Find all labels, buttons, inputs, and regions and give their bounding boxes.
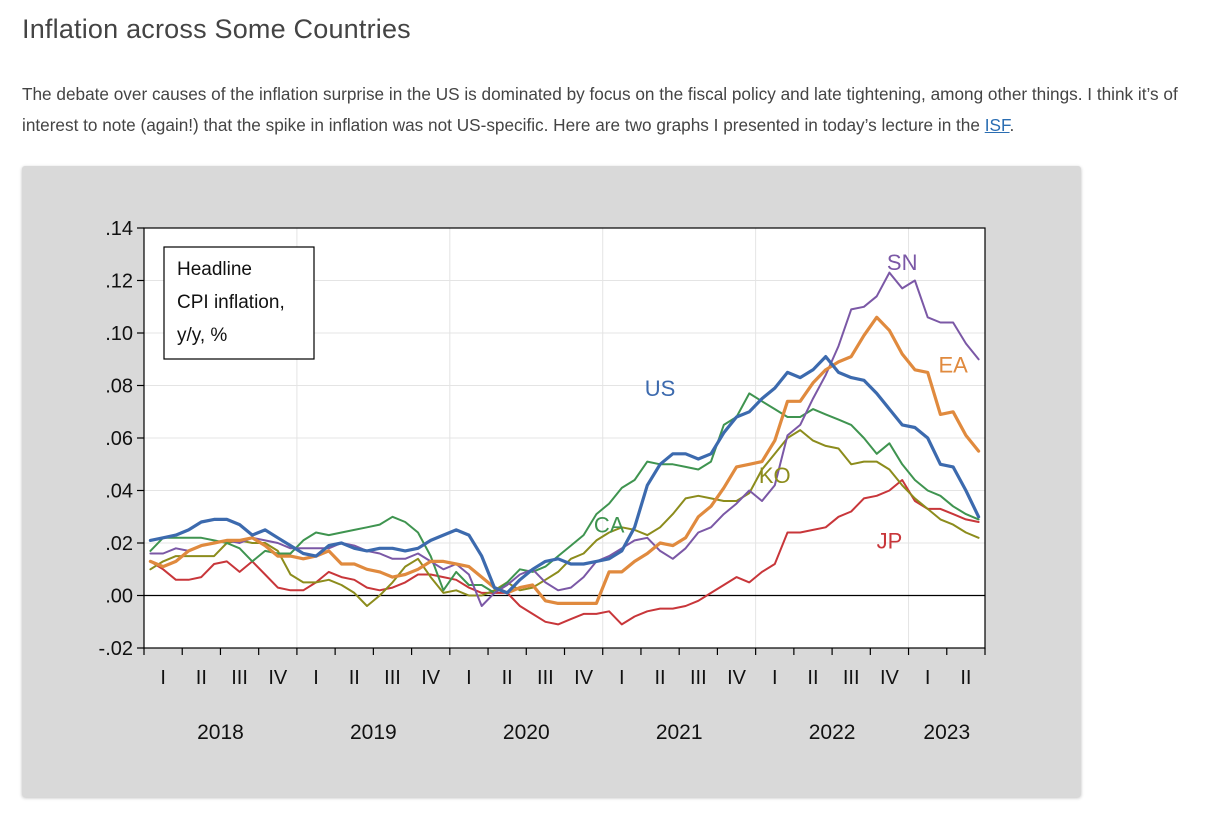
series-line-jp <box>149 479 980 626</box>
quarter-label: III <box>384 667 401 689</box>
y-tick-label: -.02 <box>99 638 133 660</box>
chart-figure: .14.12.10.08.06.04.02.00 -.02 I II III IV I II… <box>22 166 1081 797</box>
isf-link[interactable]: ISF <box>984 115 1010 135</box>
year-label: 2019 <box>350 721 397 744</box>
y-tick-label: .08 <box>105 376 133 398</box>
quarter-label: IV <box>574 667 594 689</box>
quarter-label: III <box>690 667 707 689</box>
quarter-label: II <box>349 667 360 689</box>
legend-box: Headline CPI inflation, y/y, % <box>163 246 315 360</box>
quarter-label: I <box>160 667 166 689</box>
quarter-label: I <box>466 667 472 689</box>
series-line-us <box>148 355 981 595</box>
year-label: 2021 <box>656 721 703 744</box>
year-label: 2023 <box>923 721 970 744</box>
y-tick-label: .04 <box>105 481 133 503</box>
legend-line-1: Headline <box>177 259 252 280</box>
post-title: Inflation across Some Countries <box>22 14 411 44</box>
year-label: 2020 <box>503 721 550 744</box>
y-tick-label: .06 <box>105 428 133 450</box>
post-body-end: . <box>1009 115 1015 135</box>
quarter-label: IV <box>421 667 441 689</box>
series-label-ea: EA <box>938 353 968 378</box>
year-label: 2022 <box>809 721 856 744</box>
series-line-ko <box>149 429 980 607</box>
series-line-sn <box>149 271 980 607</box>
quarter-label: II <box>960 667 971 689</box>
quarter-label: II <box>196 667 207 689</box>
series-label-us: US <box>645 376 676 401</box>
series-label-ko: KO <box>759 463 791 488</box>
series-line-ea <box>148 315 981 605</box>
quarter-label: IV <box>268 667 288 689</box>
quarter-label: IV <box>727 667 747 689</box>
legend-box-frame <box>163 246 315 360</box>
y-axis: .14 .12 .10 .08 .06 .04 .02 .00 -.02 <box>99 218 144 660</box>
y-tick-label: .10 <box>105 323 133 345</box>
quarter-label: III <box>537 667 554 689</box>
quarter-label: III <box>843 667 860 689</box>
quarter-label: I <box>619 667 625 689</box>
quarter-label: III <box>231 667 248 689</box>
quarter-label: IV <box>880 667 900 689</box>
quarter-label: II <box>502 667 513 689</box>
series-line-ca <box>149 392 980 594</box>
series-label-sn: SN <box>887 250 918 275</box>
quarter-label: I <box>925 667 931 689</box>
year-label: 2018 <box>197 721 244 744</box>
series-layer <box>148 271 981 626</box>
post-body: The debate over causes of the inflation … <box>22 79 1217 141</box>
inflation-chart: .14.12.10.08.06.04.02.00-.02 I II III IV I II… <box>99 218 986 744</box>
y-tick-label: .00 <box>105 586 133 608</box>
quarter-label: I <box>772 667 778 689</box>
post-body-text: The debate over causes of the inflation … <box>22 84 1178 135</box>
x-axis: I II III IV I II III IV I II III IV I II III IV I II III IV… <box>143 648 986 744</box>
series-label-ca: CA <box>594 513 625 538</box>
y-tick-label: .02 <box>105 533 133 555</box>
quarter-label: II <box>655 667 666 689</box>
legend-line-2: CPI inflation, <box>177 292 285 313</box>
quarter-label: II <box>807 667 818 689</box>
y-tick-label: .14 <box>105 218 133 240</box>
series-labels: US EA SN CA KO JP <box>594 250 968 553</box>
quarter-label: I <box>313 667 319 689</box>
legend-line-3: y/y, % <box>177 325 227 346</box>
y-tick-label: .12 <box>105 271 133 293</box>
series-label-jp: JP <box>877 528 903 553</box>
